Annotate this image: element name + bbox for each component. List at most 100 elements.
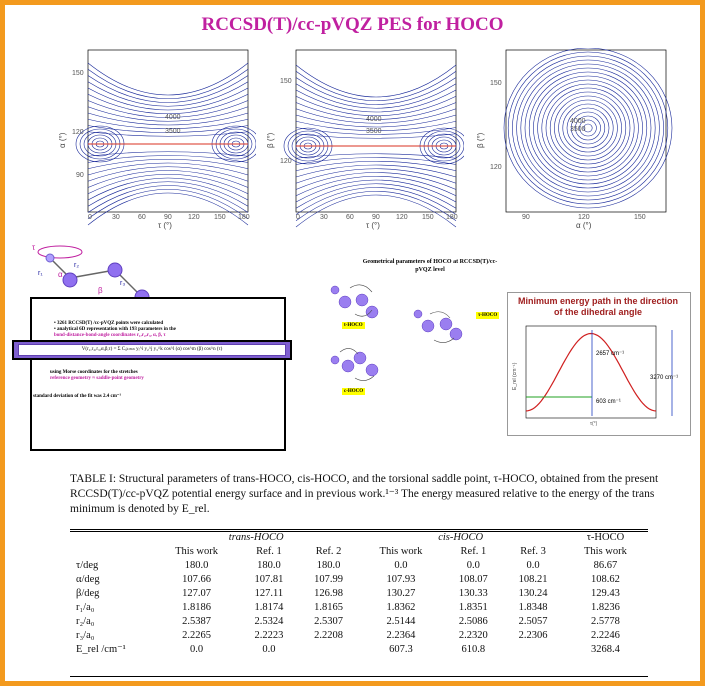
- table-cell: 130.27: [386, 587, 416, 599]
- x-tick: 120: [188, 214, 200, 221]
- mep-curve: [525, 332, 657, 412]
- contour-line: [295, 190, 457, 221]
- table-cell: 2.5324: [254, 615, 284, 627]
- x-tick: 150: [634, 214, 646, 221]
- contour-line: [295, 114, 457, 128]
- table-cell: [503, 642, 563, 656]
- contour-line: [87, 159, 249, 170]
- x-tick: 150: [214, 214, 226, 221]
- contour-line: [295, 183, 457, 209]
- contour-line: [87, 170, 249, 188]
- column-subheader: Ref. 1: [460, 545, 487, 557]
- row-label: τ/deg: [76, 559, 99, 571]
- table-cell: 1.8186: [182, 601, 211, 613]
- corner-cell: [70, 544, 154, 558]
- x-tick: 150: [422, 214, 434, 221]
- geometry-title: Geometrical parameters of HOCO at RCCSD(…: [362, 259, 498, 273]
- contour-label: 3500: [570, 126, 586, 133]
- contour-line: [549, 91, 627, 165]
- x-tick: 60: [138, 214, 146, 221]
- table-cell: 108.07: [458, 573, 488, 585]
- contour-plot-tau-beta: 4000 3500 150 120 0 30 60 90 120 150 180…: [266, 48, 464, 230]
- contour-line: [295, 172, 457, 190]
- table-cell: [299, 642, 359, 656]
- contour-line: [512, 55, 664, 201]
- contour-line: [537, 79, 639, 177]
- contour-plot-1-svg: [75, 49, 256, 226]
- table-cell: 2.2364: [386, 629, 416, 641]
- r1-label: r₁: [38, 270, 43, 277]
- mep-y-label: E_rel (cm⁻¹): [512, 362, 518, 390]
- x-tick: 90: [522, 214, 530, 221]
- table-cell: 2.2208: [314, 629, 344, 641]
- y-axis-label: β (°): [476, 132, 485, 148]
- contour-plot-alpha-beta: 4000 3500 150 120 90 120 150 α (°) β (°): [476, 48, 674, 230]
- contour-line: [295, 179, 457, 203]
- contour-line: [87, 112, 249, 126]
- page-title: RCCSD(T)/cc-pVQZ PES for HOCO: [201, 14, 504, 35]
- x-tick: 120: [396, 214, 408, 221]
- table-cell: 2.2320: [458, 629, 488, 641]
- contour-line: [520, 63, 656, 193]
- table-cell: 2.5778: [591, 615, 620, 627]
- contour-line: [87, 93, 249, 115]
- table-top-rule: [70, 529, 648, 530]
- contour-line: [87, 87, 249, 111]
- table-cell: 2.2223: [254, 629, 284, 641]
- table-caption: TABLE I: Structural parameters of trans-…: [70, 473, 659, 515]
- fit-line-2: • analytical 6D representation with 193 …: [54, 327, 176, 332]
- contour-line: [87, 173, 249, 195]
- contour-line: [295, 89, 457, 113]
- contour-line: [87, 106, 249, 122]
- column-subheader: This work: [379, 545, 423, 557]
- table-cell: 607.3: [389, 643, 413, 655]
- row-label: r₃/a₀: [76, 629, 95, 641]
- table-row: β/deg 127.07 127.11 126.98 130.27 130.33 130.2…: [70, 586, 648, 600]
- contour-line: [295, 120, 457, 131]
- contour-line: [524, 67, 652, 189]
- contour-line: [87, 69, 249, 100]
- table-cell: 0.0: [526, 559, 540, 571]
- contour-line: [570, 111, 606, 145]
- contour-label: 3500: [366, 128, 382, 135]
- table-row: α/deg 107.66 107.81 107.99 107.93 108.07 108.2…: [70, 572, 648, 586]
- contour-line: [87, 118, 249, 129]
- x-tick: 0: [296, 214, 300, 221]
- contour-line: [87, 188, 249, 219]
- contour-line: [562, 103, 614, 153]
- structural-parameters-table: trans-HOCO cis-HOCO τ-HOCO This work Ref.…: [70, 530, 648, 656]
- contour-line: [295, 175, 457, 197]
- contour-label: 4000: [165, 114, 181, 121]
- table-cell: 127.07: [182, 587, 211, 599]
- table-bottom-rule: [70, 676, 648, 677]
- contour-line: [295, 157, 457, 165]
- contour-label: 4000: [366, 116, 382, 123]
- table-cell: 610.8: [461, 643, 486, 655]
- barrier-label-2: 3270 cm⁻¹: [650, 375, 679, 381]
- x-tick: 90: [164, 214, 172, 221]
- row-label: β/deg: [76, 587, 100, 599]
- x-tick: 30: [112, 214, 120, 221]
- column-subheader: Ref. 1: [256, 545, 282, 557]
- contour-line: [295, 164, 457, 178]
- contour-line: [566, 107, 610, 149]
- contour-line: [507, 51, 669, 205]
- column-subheader: This work: [175, 545, 218, 557]
- contour-line: [87, 162, 249, 176]
- contour-line: [516, 59, 660, 197]
- x-tick: 120: [578, 214, 590, 221]
- y-tick: 120: [490, 164, 502, 171]
- table-cell: 107.93: [386, 573, 416, 585]
- contour-line: [533, 75, 643, 181]
- contour-line: [87, 62, 249, 96]
- table-cell: 2.5086: [458, 615, 488, 627]
- contour-line: [583, 123, 593, 133]
- fit-line-4: using Morse coordinates for the stretche…: [50, 370, 138, 375]
- contour-line: [295, 64, 457, 98]
- table-row: r₂/a₀ 2.5387 2.5324 2.5307 2.5144 2.5086 2.505…: [70, 614, 648, 628]
- table-cell: 127.11: [254, 587, 284, 599]
- column-subheader: Ref. 3: [520, 545, 546, 557]
- contour-line: [87, 177, 249, 201]
- x-axis-label: α (°): [576, 221, 592, 230]
- table-cell: 126.98: [314, 587, 344, 599]
